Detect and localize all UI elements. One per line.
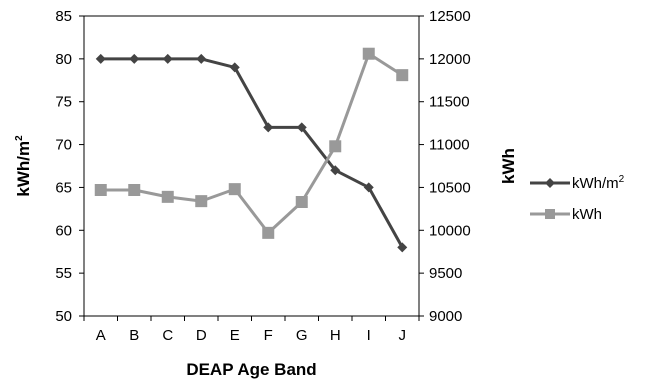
x-tick-label-i: I — [367, 327, 371, 344]
legend: kWh/m2 kWh — [530, 174, 625, 223]
left-tick-label: 55 — [55, 265, 72, 282]
right-tick-label: 11000 — [429, 137, 470, 154]
legend-item-kwh-m2: kWh/m2 — [530, 174, 625, 192]
point-kwh-m2-e — [229, 62, 240, 73]
point-kwh-m2-g — [296, 122, 307, 133]
point-kwh-d — [195, 195, 208, 208]
series-layer — [94, 47, 409, 253]
x-tick-label-f: F — [264, 327, 273, 344]
left-axis-ticks: 50 55 60 65 70 75 80 85 — [55, 8, 84, 325]
left-tick-label: 70 — [55, 137, 72, 154]
point-kwh-h — [329, 140, 342, 153]
point-kwh-m2-a — [95, 53, 106, 64]
point-kwh-g — [295, 196, 308, 208]
right-axis-ticks: 9000 9500 10000 10500 11000 11500 12000 12500 — [419, 8, 471, 325]
left-tick-label: 60 — [55, 222, 72, 239]
point-kwh-m2-f — [263, 122, 274, 133]
left-tick-label: 80 — [55, 51, 72, 68]
series-line-kwh — [100, 52, 404, 235]
right-tick-label: 12000 — [429, 51, 471, 68]
x-tick-label-b: B — [129, 327, 139, 344]
point-kwh-i — [362, 47, 375, 60]
x-tick-label-g: G — [296, 327, 308, 344]
right-tick-label: 10000 — [429, 222, 471, 239]
right-tick-label: 12500 — [429, 8, 471, 25]
right-tick-label: 9000 — [429, 308, 462, 325]
right-tick-label: 10500 — [429, 179, 471, 196]
left-axis-title-sup: 2 — [14, 135, 25, 141]
x-tick-label-j: J — [399, 327, 407, 344]
legend-marker-square — [545, 209, 555, 219]
point-kwh-m2-b — [129, 53, 140, 64]
left-tick-label: 75 — [55, 94, 72, 111]
point-kwh-c — [161, 190, 174, 203]
x-axis-title: DEAP Age Band — [186, 360, 316, 379]
point-kwh-m2-i — [363, 182, 374, 193]
left-axis-title: kWh/m2 — [14, 135, 33, 197]
legend-label-kwh: kWh — [572, 206, 602, 223]
right-axis-title: kWh — [499, 148, 518, 184]
point-kwh-m2-c — [162, 53, 173, 64]
point-kwh-m2-h — [330, 165, 341, 176]
legend-label-kwh-m2-main: kWh/m — [572, 175, 619, 192]
x-tick-label-e: E — [230, 327, 240, 344]
series-line-kwh-m2 — [100, 57, 404, 249]
legend-label-kwh-m2: kWh/m2 — [572, 174, 625, 192]
point-kwh-b — [128, 184, 141, 196]
x-axis-ticks: A B C D E F G H I J — [83, 316, 420, 344]
x-tick-label-d: D — [196, 327, 207, 344]
left-tick-label: 65 — [55, 179, 72, 196]
x-tick-label-c: C — [162, 327, 173, 344]
right-tick-label: 11500 — [429, 94, 470, 111]
x-tick-label-a: A — [96, 327, 106, 344]
legend-item-kwh: kWh — [530, 206, 602, 223]
legend-label-kwh-m2-sup: 2 — [619, 174, 625, 185]
x-tick-label-h: H — [330, 327, 341, 344]
point-kwh-m2-j — [397, 242, 408, 253]
point-kwh-f — [262, 226, 275, 239]
left-tick-label: 85 — [55, 8, 72, 25]
left-tick-label: 50 — [55, 308, 72, 325]
point-kwh-e — [228, 183, 241, 196]
point-kwh-a — [94, 184, 107, 196]
point-kwh-m2-d — [196, 53, 207, 64]
legend-marker-diamond — [545, 178, 555, 188]
left-axis-title-main: kWh/m — [14, 141, 33, 197]
point-kwh-j — [396, 69, 409, 82]
right-tick-label: 9500 — [429, 265, 462, 282]
